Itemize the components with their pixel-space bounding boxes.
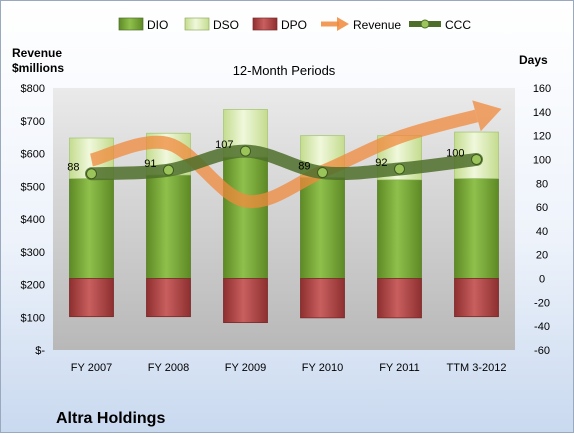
ccc-data-label: 107 (215, 139, 233, 151)
legend-swatch-dio (118, 17, 144, 31)
legend-label-ccc: CCC (445, 18, 471, 32)
company-name: Altra Holdings (56, 410, 165, 427)
x-tick-label: FY 2009 (225, 362, 266, 374)
right-tick-label: 80 (536, 178, 548, 190)
left-axis-title-line1: Revenue (12, 46, 62, 60)
legend: DIO DSO DPO Revenue CCC (118, 17, 471, 32)
left-tick-label: $400 (21, 214, 45, 226)
left-tick-label: $200 (21, 280, 45, 292)
left-tick-label: $600 (21, 149, 45, 161)
right-tick-label: -20 (534, 297, 550, 309)
bar-dpo (146, 278, 191, 318)
right-tick-label: 160 (533, 83, 551, 95)
right-tick-label: 120 (533, 131, 551, 143)
ccc-data-label: 100 (446, 147, 464, 159)
x-tick-label: FY 2010 (302, 362, 343, 374)
right-axis: -60 -40 -20 0 20 40 60 80 100 120 140 160 (533, 83, 551, 357)
legend-label-revenue: Revenue (353, 18, 401, 32)
right-tick-label: -40 (534, 321, 550, 333)
left-axis-title-line2: $millions (12, 61, 64, 75)
right-tick-label: 40 (536, 226, 548, 238)
bar-dio (377, 179, 422, 279)
legend-label-dso: DSO (213, 18, 239, 32)
legend-swatch-revenue (321, 17, 349, 31)
left-tick-label: $300 (21, 247, 45, 259)
x-axis: FY 2007 FY 2008 FY 2009 FY 2010 FY 2011 TTM 3… (71, 362, 507, 374)
legend-label-dio: DIO (147, 18, 168, 32)
legend-label-dpo: DPO (281, 18, 307, 32)
ccc-layer: 88 91 107 89 92 100 (67, 139, 483, 181)
x-tick-label: TTM 3-2012 (447, 362, 507, 374)
x-tick-label: FY 2011 (379, 362, 420, 374)
legend-swatch-dpo (252, 17, 278, 31)
left-tick-label: $800 (21, 83, 45, 95)
bar-dio (223, 156, 268, 279)
bar-dpo (69, 278, 114, 318)
bar-dpo (300, 278, 345, 319)
x-tick-label: FY 2007 (71, 362, 112, 374)
right-tick-label: 100 (533, 154, 551, 166)
left-axis: $- $100 $200 $300 $400 $500 $600 $700 $800 (21, 83, 46, 357)
bar-dpo (377, 278, 422, 319)
x-tick-label: FY 2008 (148, 362, 189, 374)
ccc-point (471, 153, 482, 165)
ccc-data-label: 88 (67, 162, 79, 174)
legend-swatch-dso (184, 17, 210, 31)
ccc-point (240, 145, 251, 157)
bar-dio (454, 178, 499, 279)
revenue-layer (89, 100, 502, 209)
right-tick-label: -60 (534, 345, 550, 357)
left-tick-label: $- (35, 345, 45, 357)
ccc-point (86, 168, 97, 180)
ccc-point (317, 167, 328, 179)
bar-dpo (454, 278, 499, 318)
legend-swatch-ccc (409, 19, 441, 29)
ccc-point (394, 163, 405, 175)
bar-dpo (223, 278, 268, 324)
left-tick-label: $100 (21, 312, 45, 324)
left-tick-label: $500 (21, 181, 45, 193)
bar-dio (300, 176, 345, 279)
revenue-arrowhead (472, 100, 502, 132)
ccc-data-label: 92 (375, 157, 387, 169)
right-axis-title: Days (519, 53, 548, 67)
left-tick-label: $700 (21, 116, 45, 128)
right-tick-label: 20 (536, 250, 548, 262)
ccc-point (163, 164, 174, 176)
ccc-data-label: 89 (298, 161, 310, 173)
right-tick-label: 0 (539, 274, 545, 286)
right-tick-label: 140 (533, 107, 551, 119)
right-tick-label: 60 (536, 202, 548, 214)
ccc-data-label: 91 (144, 158, 156, 170)
bar-dio (146, 174, 191, 279)
chart-subtitle: 12-Month Periods (233, 63, 336, 78)
bar-dio (69, 178, 114, 279)
revenue-line (89, 109, 479, 209)
